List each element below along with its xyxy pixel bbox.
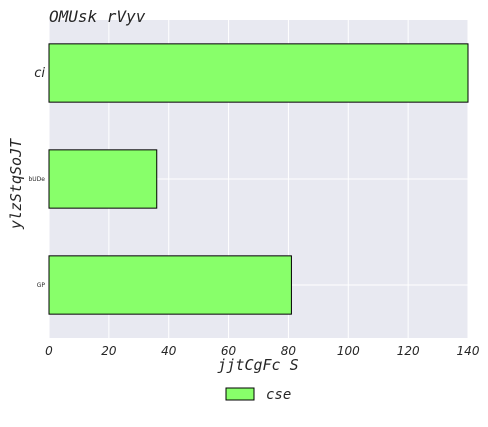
x-tick-label: 0 xyxy=(45,344,53,358)
bar-bUDe xyxy=(48,149,158,209)
x-tick-label: 40 xyxy=(161,344,177,358)
x-axis-label: jjtCgFc S xyxy=(217,356,298,374)
x-tick-labels: 0 20 40 60 80 100 120 140 xyxy=(45,344,480,358)
legend: cse xyxy=(225,387,291,403)
chart-title: OMUsk rVyv xyxy=(49,7,146,26)
x-tick-label: 120 xyxy=(397,344,420,358)
bars xyxy=(48,43,469,315)
bar-GP xyxy=(48,255,292,315)
x-tick-label: 140 xyxy=(457,344,480,358)
x-tick-label: 60 xyxy=(221,344,237,358)
y-axis-label: ylzStqSoJT xyxy=(7,138,25,230)
x-tick-label: 80 xyxy=(281,344,297,358)
x-tick-label: 20 xyxy=(101,344,117,358)
y-tick-labels: ci bUDe GP xyxy=(28,66,45,289)
x-tick-label: 100 xyxy=(337,344,360,358)
legend-swatch xyxy=(225,387,255,401)
bar-ci xyxy=(48,43,469,103)
y-tick-label: GP xyxy=(37,282,46,289)
y-tick-label: bUDe xyxy=(28,176,45,183)
y-tick-label: ci xyxy=(34,66,45,81)
legend-label: cse xyxy=(266,387,291,403)
